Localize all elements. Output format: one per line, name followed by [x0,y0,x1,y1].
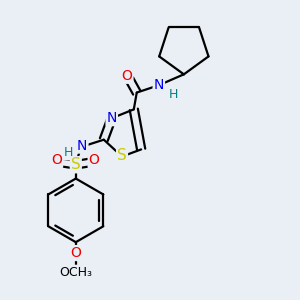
Text: S: S [71,157,81,172]
Text: H: H [168,88,178,101]
Text: O: O [51,153,62,167]
Text: N: N [106,111,117,125]
Text: N: N [154,78,164,92]
Text: H: H [64,146,73,159]
Text: O: O [70,246,81,260]
Text: N: N [77,139,88,153]
Text: O: O [122,69,133,83]
Text: OCH₃: OCH₃ [59,266,92,279]
Text: S: S [117,148,127,163]
Text: O: O [88,153,100,167]
